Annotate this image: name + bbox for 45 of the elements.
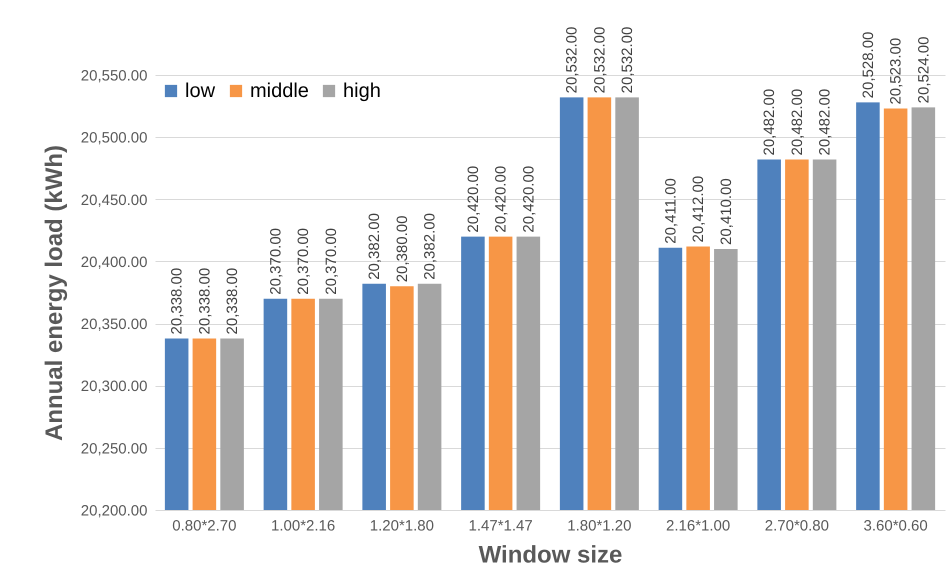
data-label: 20,370.00 [295, 228, 312, 295]
data-label: 20,338.00 [196, 268, 214, 334]
x-tick-label: 1.00*2.16 [271, 518, 336, 534]
y-tick-label: 20,550.00 [80, 68, 148, 84]
data-label: 20,482.00 [761, 88, 778, 156]
data-label: 20,528.00 [860, 32, 877, 98]
legend-label: high [343, 80, 381, 102]
y-tick-label: 20,400.00 [80, 254, 148, 271]
x-tick-label: 2.70*0.80 [764, 518, 829, 534]
x-axis-title: Window size [478, 542, 622, 568]
data-label: 20,411.00 [662, 178, 680, 244]
y-axis-title: Annual energy load (kWh) [40, 144, 68, 442]
data-label: 20,532.00 [591, 26, 608, 94]
data-label: 20,420.00 [492, 166, 510, 233]
data-label: 20,338.00 [224, 268, 242, 334]
data-label: 20,382.00 [366, 213, 384, 280]
y-tick-label: 20,200.00 [80, 502, 148, 520]
y-tick-label: 20,450.00 [80, 192, 148, 209]
data-label: 20,420.00 [520, 166, 538, 233]
x-tick-label: 3.60*0.60 [864, 518, 928, 534]
data-label: 20,420.00 [464, 166, 482, 233]
y-tick-label: 20,250.00 [80, 440, 148, 458]
legend-label: low [185, 80, 216, 102]
data-label: 20,523.00 [888, 38, 905, 105]
data-label: 20,482.00 [788, 88, 806, 156]
data-label: 20,524.00 [915, 36, 932, 104]
x-tick-label: 0.80*2.70 [172, 518, 236, 534]
data-label: 20,410.00 [718, 178, 735, 245]
data-label: 20,412.00 [690, 176, 708, 243]
data-label: 20,380.00 [394, 216, 411, 282]
x-tick-label: 1.80*1.20 [567, 518, 632, 534]
x-tick-label: 2.16*1.00 [666, 518, 730, 534]
data-label: 20,382.00 [422, 213, 439, 280]
x-tick-label: 1.20*1.80 [370, 518, 434, 534]
data-label: 20,482.00 [816, 88, 834, 156]
y-tick-label: 20,300.00 [80, 378, 148, 396]
y-tick-label: 20,500.00 [80, 130, 148, 147]
data-label: 20,370.00 [322, 228, 340, 295]
legend-label: middle [250, 80, 309, 102]
data-label: 20,532.00 [619, 26, 636, 94]
data-label: 20,338.00 [168, 268, 186, 334]
x-tick-label: 1.47*1.47 [468, 518, 533, 534]
data-label: 20,370.00 [267, 228, 284, 295]
y-tick-label: 20,350.00 [80, 316, 148, 334]
data-label: 20,532.00 [564, 26, 581, 94]
